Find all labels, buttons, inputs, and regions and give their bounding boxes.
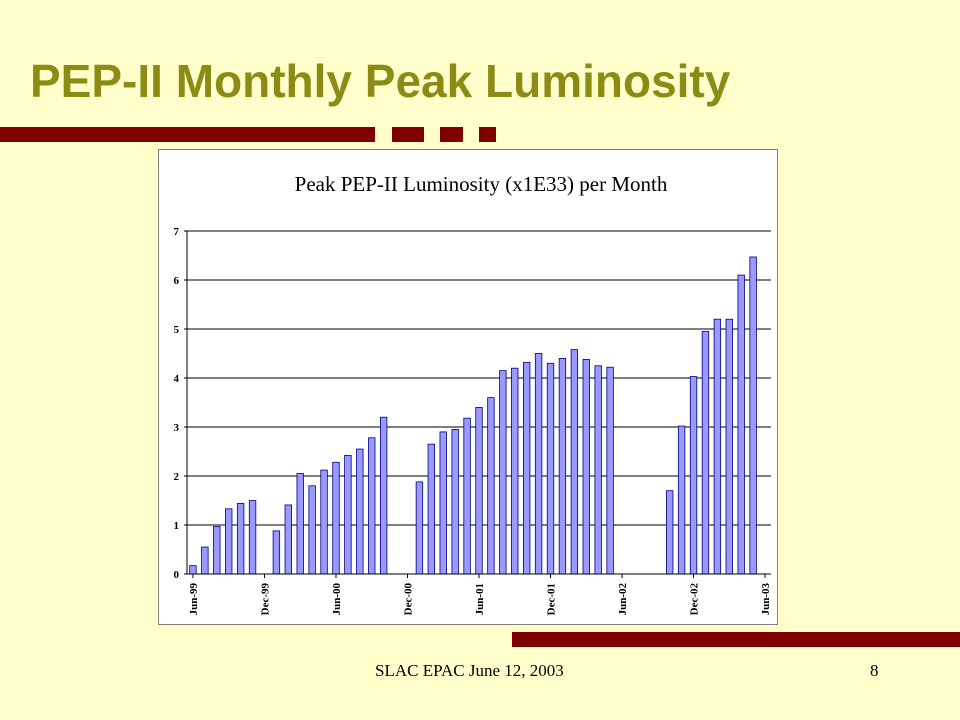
bar-nov-01 bbox=[534, 353, 543, 575]
chart-title: Peak PEP-II Luminosity (x1E33) per Month bbox=[295, 172, 668, 196]
bar-may-02 bbox=[606, 366, 614, 575]
title-underline-block-1 bbox=[392, 127, 424, 142]
bar-apr-01 bbox=[451, 429, 459, 575]
bar-nov-02 bbox=[677, 425, 686, 575]
bar-dec-01 bbox=[546, 362, 555, 575]
footer-accent-bar bbox=[512, 632, 960, 647]
bar-aug-01 bbox=[499, 370, 507, 575]
bar-jun-01 bbox=[475, 406, 483, 575]
bar-apr-02 bbox=[594, 365, 602, 575]
y-tick-label: 3 bbox=[174, 422, 180, 434]
bar-jan-00 bbox=[272, 530, 281, 575]
bar-sep-99 bbox=[225, 508, 233, 575]
bar-jan-01 bbox=[415, 481, 424, 575]
bar-may-00 bbox=[320, 469, 328, 575]
bar-jun-00 bbox=[332, 461, 340, 575]
x-tick-label: Jun-01 bbox=[474, 583, 486, 615]
bar-aug-00 bbox=[356, 448, 364, 575]
x-tick-label: Jun-99 bbox=[188, 583, 200, 616]
y-tick-label: 5 bbox=[174, 324, 180, 336]
bar-oct-00 bbox=[379, 416, 388, 575]
bar-mar-01 bbox=[439, 431, 447, 575]
x-tick-label: Jun-03 bbox=[760, 583, 772, 616]
x-tick-label: Jun-00 bbox=[331, 583, 343, 616]
y-tick-label: 0 bbox=[174, 569, 180, 581]
chart-panel: Peak PEP-II Luminosity (x1E33) per Month… bbox=[158, 149, 778, 625]
bar-feb-01 bbox=[427, 443, 436, 575]
title-underline-block-2 bbox=[440, 127, 463, 142]
bar-aug-99 bbox=[213, 526, 221, 575]
page-number: 8 bbox=[870, 661, 879, 680]
bar-dec-02 bbox=[689, 376, 698, 575]
bar-jul-00 bbox=[344, 455, 352, 575]
y-tick-label: 7 bbox=[174, 226, 180, 238]
x-tick-label: Dec-99 bbox=[259, 583, 271, 616]
bar-mar-03 bbox=[725, 318, 733, 575]
bar-jan-03 bbox=[701, 331, 710, 575]
bar-oct-02 bbox=[666, 490, 674, 575]
bar-mar-00 bbox=[296, 473, 304, 575]
bar-may-03 bbox=[749, 256, 757, 575]
bar-nov-99 bbox=[248, 500, 257, 575]
bar-apr-03 bbox=[737, 274, 745, 575]
axes bbox=[184, 230, 771, 578]
y-tick-label: 4 bbox=[174, 373, 180, 385]
x-tick-label: Dec-01 bbox=[546, 583, 558, 615]
bar-may-01 bbox=[463, 417, 471, 575]
bar-jul-99 bbox=[201, 546, 209, 575]
bar-sep-01 bbox=[511, 367, 519, 575]
bar-feb-02 bbox=[570, 349, 579, 575]
luminosity-bar-chart: Peak PEP-II Luminosity (x1E33) per Month… bbox=[174, 172, 773, 615]
slide-title: PEP-II Monthly Peak Luminosity bbox=[30, 55, 731, 107]
bar-feb-03 bbox=[713, 318, 722, 575]
bar-oct-99 bbox=[236, 503, 245, 575]
y-tick-label: 2 bbox=[174, 471, 180, 483]
footer-presentation-info: SLAC EPAC June 12, 2003 bbox=[375, 661, 564, 680]
bar-oct-01 bbox=[522, 361, 531, 575]
bar-jul-01 bbox=[487, 397, 495, 575]
tick-labels: 0 1 2 3 4 5 6 7 Jun-99 Dec-99 Jun-00 Dec-00 Jun-01 De… bbox=[174, 226, 773, 615]
bar-apr-00 bbox=[308, 485, 316, 575]
bar-jun-99 bbox=[189, 565, 197, 575]
title-underline-block-3 bbox=[479, 127, 496, 142]
y-tick-label: 1 bbox=[174, 520, 180, 532]
x-tick-label: Dec-02 bbox=[689, 583, 701, 616]
bars bbox=[189, 256, 757, 575]
title-underline-bar bbox=[0, 127, 375, 142]
bar-mar-02 bbox=[582, 358, 590, 575]
x-tick-label: Dec-00 bbox=[402, 583, 414, 616]
x-tick-label: Jun-02 bbox=[617, 583, 629, 616]
bar-jan-02 bbox=[558, 357, 567, 575]
bar-sep-00 bbox=[368, 437, 376, 575]
y-tick-label: 6 bbox=[174, 275, 180, 287]
bar-feb-00 bbox=[284, 504, 292, 575]
